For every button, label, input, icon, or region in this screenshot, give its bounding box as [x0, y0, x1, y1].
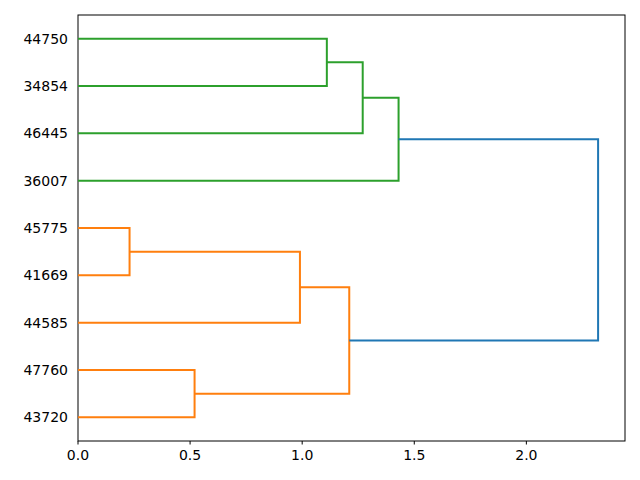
dendrogram-link: [78, 252, 300, 323]
dendrogram-link: [195, 287, 350, 394]
leaf-label: 44585: [0, 314, 68, 332]
dendrogram-link: [78, 228, 130, 275]
leaf-label: 45775: [0, 219, 68, 237]
dendrogram-link: [78, 370, 195, 417]
dendrogram-figure: 44750 34854 46445 36007 45775 41669 4458…: [0, 0, 640, 480]
leaf-label: 44750: [0, 30, 68, 48]
x-tick-label: 1.0: [282, 446, 322, 464]
dendrogram-link: [78, 62, 363, 133]
leaf-label: 34854: [0, 77, 68, 95]
x-tick-label: 0.0: [58, 446, 98, 464]
dendrogram-link: [78, 39, 327, 86]
leaf-label: 43720: [0, 408, 68, 426]
x-tick-label: 0.5: [170, 446, 210, 464]
leaf-label: 36007: [0, 172, 68, 190]
dendrogram-plot: [0, 0, 640, 480]
x-tick-label: 1.5: [394, 446, 434, 464]
leaf-label: 41669: [0, 266, 68, 284]
x-tick-label: 2.0: [506, 446, 546, 464]
leaf-label: 47760: [0, 361, 68, 379]
axes-frame: [78, 15, 625, 441]
dendrogram-link: [78, 98, 399, 181]
dendrogram-link: [349, 139, 598, 340]
leaf-label: 46445: [0, 124, 68, 142]
